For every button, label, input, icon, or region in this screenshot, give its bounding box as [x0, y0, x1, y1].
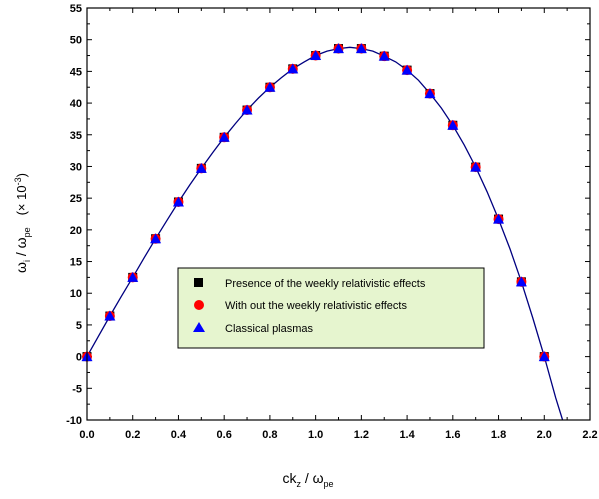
y-tick-label: 0 [76, 352, 82, 364]
y-tick-label: 45 [70, 66, 82, 78]
data-point-triangle [515, 276, 527, 287]
data-point-triangle [447, 119, 459, 130]
y-tick-label: 10 [70, 288, 82, 300]
data-point-triangle [218, 131, 230, 142]
fit-curve-line [86, 46, 564, 421]
legend-box [177, 267, 485, 349]
legend-marker-triangle [193, 322, 205, 332]
ticks-layer: 0.0 0.2 0.4 0.6 0.8 1.0 1.2 1.4 1.6 1.8 2.0 2.2 -10 -… [66, 3, 598, 441]
legend-label-without: With out the weekly relativistic effects [225, 300, 407, 312]
y-tick-label: 20 [70, 225, 82, 237]
legend: Presence of the weekly relativistic effe… [177, 267, 485, 349]
legend-label-presence: Presence of the weekly relativistic effe… [225, 278, 426, 290]
x-tick-label: 0.8 [262, 429, 277, 441]
x-tick-label: 1.4 [399, 429, 415, 441]
y-tick-label: 25 [70, 193, 82, 205]
y-tick-label: -5 [72, 383, 82, 395]
x-tick-label: 0.4 [171, 429, 187, 441]
data-point-triangle [310, 50, 322, 61]
y-tick-label: 30 [70, 161, 82, 173]
x-tick-label: 0.6 [217, 429, 232, 441]
curve-layer [86, 46, 564, 421]
data-point-triangle [538, 351, 550, 362]
x-tick-label: 1.0 [308, 429, 323, 441]
data-point-triangle [333, 43, 344, 54]
y-tick-label: 55 [70, 3, 82, 15]
legend-label-classical: Classical plasmas [225, 323, 314, 335]
y-tick-label: 40 [70, 98, 82, 110]
data-point-triangle [127, 271, 139, 282]
data-point-triangle [150, 233, 162, 244]
x-tick-label: 1.8 [491, 429, 506, 441]
data-point-triangle [355, 43, 367, 54]
data-point-triangle [241, 104, 253, 115]
data-point-triangle [287, 63, 299, 74]
data-point-triangle [424, 88, 436, 99]
y-tick-label: -10 [66, 415, 82, 427]
x-tick-label: 2.2 [582, 429, 597, 441]
data-point-triangle [104, 310, 116, 321]
data-point-triangle [493, 213, 505, 224]
x-tick-label: 2.0 [537, 429, 552, 441]
data-point-triangle [195, 162, 207, 173]
y-tick-label: 5 [76, 320, 82, 332]
legend-marker-square [194, 278, 203, 287]
plot-frame [86, 7, 591, 421]
y-tick-label: 35 [70, 130, 82, 142]
data-point-triangle [172, 196, 184, 207]
x-tick-label: 1.6 [445, 429, 460, 441]
data-point-triangle [264, 81, 276, 92]
x-tick-label: 0.2 [125, 429, 140, 441]
y-tick-label: 15 [70, 257, 82, 269]
data-point-triangle [378, 50, 390, 61]
y-axis-label: ωi / ωpe(× 10-3) [13, 173, 32, 273]
x-tick-label: 1.2 [354, 429, 369, 441]
data-point-triangle [401, 64, 413, 75]
x-tick-label: 0.0 [79, 429, 94, 441]
x-axis-label: ckz / ωpe [282, 470, 333, 489]
legend-marker-circle [194, 300, 204, 310]
y-tick-label: 50 [70, 35, 82, 47]
data-point-triangle [470, 161, 482, 172]
